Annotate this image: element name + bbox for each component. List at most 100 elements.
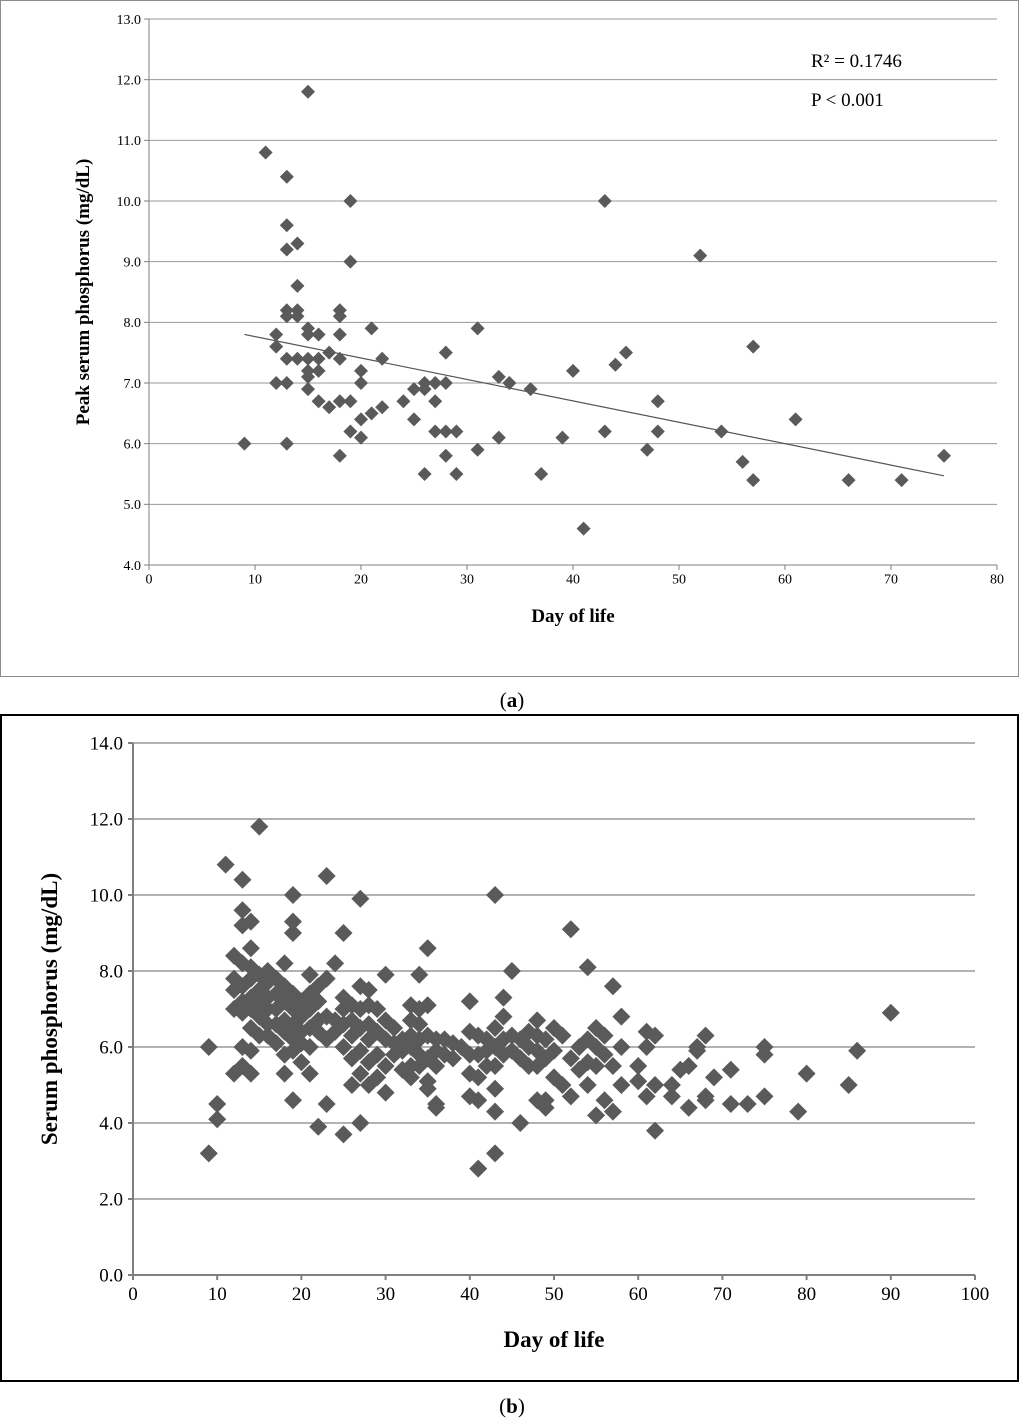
caption-a-open: ( — [499, 688, 507, 712]
chart-b-data-point — [368, 1000, 387, 1018]
chart-b-data-point — [241, 912, 260, 931]
chart-b-data-point — [578, 1076, 597, 1094]
chart-b-data-point — [578, 958, 597, 977]
chart-b: 0.0 2.0 4.0 6.0 8.0 10.0 12.0 14.0 0 10 20 30 40 50 60… — [37, 734, 989, 1352]
chart-b-data-point — [376, 965, 395, 984]
chart-b-data-point — [848, 1041, 867, 1060]
chart-a-data-point — [354, 412, 368, 427]
chart-b-data-point — [469, 1091, 488, 1110]
chart-b-data-point — [317, 1095, 336, 1113]
chart-b-data-point — [519, 1022, 538, 1041]
chart-b-x-tick-label: 10 — [208, 1284, 227, 1305]
chart-b-data-point — [502, 962, 521, 980]
chart-a-data-point — [449, 424, 464, 439]
chart-a-data-point — [354, 363, 368, 378]
chart-a-data-point — [279, 218, 294, 233]
chart-b-data-point — [292, 1053, 311, 1072]
chart-a-data-point — [343, 394, 358, 409]
chart-b-data-point — [233, 901, 252, 920]
chart-a-x-tick-label: 20 — [354, 573, 368, 588]
chart-a-data-point — [343, 194, 358, 208]
chart-a-data-point — [428, 376, 443, 390]
caption-b-label: b — [506, 1394, 518, 1418]
chart-b-data-point — [401, 1011, 420, 1030]
chart-b-data-point — [208, 1095, 227, 1113]
chart-b-data-point — [486, 1079, 505, 1098]
chart-b-frame: 0.0 2.0 4.0 6.0 8.0 10.0 12.0 14.0 0 10 20 30 40 50 60… — [0, 714, 1019, 1382]
chart-b-data-point — [662, 1087, 681, 1106]
chart-a-data-point — [354, 376, 368, 390]
chart-b-data-point — [342, 1026, 361, 1045]
chart-a-data-point — [343, 424, 358, 439]
chart-a-data-point — [894, 473, 909, 488]
chart-b-data-point — [469, 1159, 488, 1178]
chart-b-data-point — [359, 1053, 378, 1072]
chart-b-data-point — [486, 1057, 505, 1075]
chart-a-data-point — [491, 430, 506, 445]
chart-a-data-point — [332, 351, 347, 366]
chart-b-data-point — [536, 1098, 555, 1117]
chart-a-data-point — [311, 351, 326, 366]
chart-b-data-point — [275, 954, 294, 973]
chart-b-data-point — [241, 969, 260, 988]
chart-b-data-point — [587, 1106, 606, 1125]
chart-b-data-point — [646, 1076, 665, 1094]
chart-b-data-point — [646, 1026, 665, 1045]
chart-b-y-tick-label: 8.0 — [99, 962, 123, 983]
chart-b-data-point — [839, 1076, 858, 1094]
chart-b-data-point — [679, 1098, 698, 1117]
chart-a-data-point — [449, 467, 464, 481]
chart-b-data-point — [241, 1041, 260, 1060]
chart-b-data-point — [326, 1011, 345, 1030]
chart-b-data-point — [275, 1011, 294, 1030]
chart-a-x-axis-label: Day of life — [531, 606, 614, 627]
chart-b-data-point — [553, 1026, 572, 1045]
chart-b-data-point — [368, 1068, 387, 1087]
chart-a-annotation: P < 0.001 — [811, 90, 884, 111]
chart-b-x-tick-label: 30 — [376, 1284, 395, 1305]
chart-b-data-point — [696, 1026, 715, 1045]
chart-b-data-point — [385, 1045, 404, 1064]
chart-b-data-point — [553, 1076, 572, 1094]
chart-b-data-point — [317, 969, 336, 988]
chart-b-data-point — [427, 1057, 446, 1075]
chart-a-data-point — [576, 521, 591, 536]
chart-a-x-tick-label: 0 — [146, 573, 153, 588]
chart-b-data-point — [233, 870, 252, 889]
chart-a-data-point — [354, 430, 368, 445]
chart-a-data-point — [279, 169, 294, 184]
chart-b-data-point — [545, 1041, 563, 1060]
chart-b-data-point — [241, 958, 260, 977]
chart-b-data-point — [351, 1114, 370, 1132]
chart-b-data-point — [435, 1030, 454, 1049]
chart-b-data-point — [587, 1057, 606, 1075]
chart-a-data-point — [332, 394, 347, 409]
chart-b-data-point — [646, 1121, 665, 1140]
chart-b-data-point — [528, 1011, 547, 1030]
chart-b-data-point — [241, 939, 260, 958]
chart-b-data-point — [797, 1064, 816, 1083]
caption-a-close: ) — [517, 688, 525, 712]
chart-a-data-point — [290, 309, 305, 324]
chart-b-data-point — [511, 1114, 530, 1132]
chart-b-y-tick-label: 10.0 — [90, 886, 123, 907]
chart-b-y-tick-label: 12.0 — [90, 810, 123, 831]
chart-b-data-point — [225, 1064, 244, 1083]
chart-b-y-tick-label: 4.0 — [99, 1114, 123, 1135]
chart-b-x-tick-label: 0 — [128, 1284, 138, 1305]
chart-b-data-point — [502, 1041, 521, 1060]
chart-b-data-point — [721, 1060, 740, 1079]
chart-b-data-point — [637, 1022, 656, 1041]
chart-b-y-tick-label: 6.0 — [99, 1038, 123, 1059]
chart-b-data-point — [561, 1049, 580, 1068]
chart-a-x-tick-label: 50 — [672, 573, 686, 588]
chart-a-y-tick-label: 8.0 — [124, 316, 142, 331]
chart-b-data-point — [410, 965, 429, 984]
chart-a-data-point — [714, 424, 729, 439]
chart-b-data-point — [368, 1045, 387, 1064]
chart-b-data-point — [629, 1057, 648, 1075]
chart-b-data-point — [679, 1057, 698, 1075]
chart-a-y-tick-label: 9.0 — [124, 256, 142, 271]
chart-a-data-point — [258, 145, 273, 160]
chart-b-data-point — [334, 924, 353, 942]
